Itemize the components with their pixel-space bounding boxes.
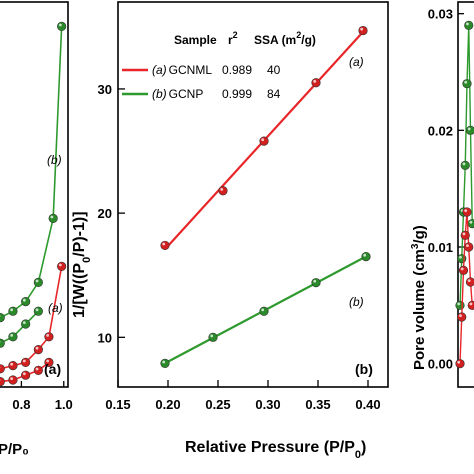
panel-a-series-2-line xyxy=(0,26,63,319)
panel-a-series-0-point-5 xyxy=(57,261,67,272)
legend-r2-gcnp: 0.999 xyxy=(222,87,252,101)
panel-b-bet-plot: 0.15 0.20 0.25 0.30 0.35 0.40 10 20 30 Sample r2… xyxy=(71,1,389,461)
panel-b-xtick-label-4: 0.35 xyxy=(305,397,330,412)
panel-c-series-0-point-6 xyxy=(465,125,474,135)
panel-c-series-1-point-3 xyxy=(460,230,470,240)
panel-c-ytick-label-3: 0.03 xyxy=(428,7,453,22)
panel-a-series-1-point-4 xyxy=(44,357,54,368)
panel-b-label: (b) xyxy=(355,361,373,377)
legend-r2-gcnml: 0.989 xyxy=(222,63,252,77)
legend-row-gcnml: (a) GCNML xyxy=(152,63,212,77)
panel-c-series-0-point-5 xyxy=(464,20,474,30)
panel-a-series-2-point-2 xyxy=(21,297,31,307)
panel-b-legend: Sample r2 SSA (m2/g) (a) GCNML 0.989 40 (… xyxy=(122,30,316,101)
panel-b-series-0-point-4 xyxy=(358,25,368,36)
panel-a-series-0-point-1 xyxy=(8,361,18,371)
panel-c-series-0-point-0 xyxy=(455,300,465,310)
panel-c-pore-volume: 0.00 0.01 0.02 0.03 Pore volume (cm3/g) xyxy=(410,1,474,388)
panel-a-isotherm: 0.8 1.0 (a) (b) (a) P/P₀ xyxy=(0,1,73,458)
panel-b-xtick-label-0: 0.15 xyxy=(105,397,130,412)
panel-a-series-1-point-0 xyxy=(0,377,5,387)
panel-a-series-1-point-1 xyxy=(8,375,18,385)
panel-a-frame xyxy=(0,1,69,388)
legend-ssa-gcnp: 84 xyxy=(267,87,281,101)
legend-header-r2: r2 xyxy=(228,30,238,47)
panel-b-xlabel: Relative Pressure (P/P0) xyxy=(185,439,366,461)
panel-a-series-3-point-1 xyxy=(8,332,18,342)
panel-b-series-1-point-3 xyxy=(311,278,321,288)
panel-a-series-2-point-4 xyxy=(48,213,58,223)
panel-c-ylabel: Pore volume (cm3/g) xyxy=(410,225,428,370)
panel-a-series-b-tag: (b) xyxy=(47,153,62,167)
panel-b-xtick-label-2: 0.25 xyxy=(205,397,230,412)
legend-ssa-gcnml: 40 xyxy=(267,63,281,77)
panel-b-series-0-point-2 xyxy=(259,136,269,146)
panel-a-series-3-point-0 xyxy=(0,338,5,348)
panel-c-series-1-point-2 xyxy=(458,265,469,275)
panel-a-series-a-tag: (a) xyxy=(48,301,63,315)
panel-b-ytick-label-1: 20 xyxy=(98,206,112,221)
panel-c-series-1-line xyxy=(459,211,473,364)
panel-c-series-1-point-4 xyxy=(462,207,472,217)
panel-b-series-0-point-0 xyxy=(160,240,170,251)
panel-b-series-0-point-1 xyxy=(218,186,228,196)
panel-b-series-1-point-0 xyxy=(160,358,170,369)
panel-b-ytick-label-0: 10 xyxy=(98,330,112,345)
panel-c-ytick-label-1: 0.01 xyxy=(428,240,453,255)
panel-a-series-3-point-3 xyxy=(33,306,43,316)
panel-a-series-3-point-2 xyxy=(21,319,31,329)
panel-b-series-1-point-1 xyxy=(208,332,218,342)
panel-b-frame xyxy=(117,1,389,388)
panel-a-label: (a) xyxy=(44,361,61,377)
panel-c-frame xyxy=(457,1,474,388)
panel-b-xtick-label-5: 0.40 xyxy=(355,397,380,412)
panel-c-ytick-label-2: 0.02 xyxy=(428,123,453,138)
panel-b-ylabel: 1/[W((P0/P)-1)] xyxy=(71,211,93,318)
panel-c-series-0-point-3 xyxy=(460,160,470,170)
panel-c-series-0-line xyxy=(459,25,473,306)
panel-c-series-1-point-7 xyxy=(467,300,474,310)
legend-header-ssa: SSA (m2/g) xyxy=(254,30,316,47)
panel-b-series-a-tag: (a) xyxy=(349,55,364,69)
panel-b-series-1-point-4 xyxy=(361,251,371,262)
panel-a-series-1-point-2 xyxy=(21,370,31,380)
panel-b-xtick-label-1: 0.20 xyxy=(155,397,180,412)
panel-a-series-2-point-3 xyxy=(33,277,43,288)
legend-row-gcnp: (b) GCNP xyxy=(152,87,203,101)
panel-a-xlabel: P/P₀ xyxy=(0,441,29,458)
panel-a-series-1-point-3 xyxy=(33,365,43,376)
panel-a-series-0-point-3 xyxy=(33,345,43,355)
panel-b-series-b-tag: (b) xyxy=(349,295,364,309)
panel-b-series-0-point-3 xyxy=(311,78,321,88)
panel-a-series-2-point-5 xyxy=(57,21,67,31)
panel-a-series-0-point-0 xyxy=(0,364,5,374)
panel-a-xtick-label-0: 0.8 xyxy=(12,397,30,412)
panel-c-series-1-point-0 xyxy=(455,359,465,369)
panel-c-series-0-point-7 xyxy=(467,219,474,229)
panel-a-series-0-point-2 xyxy=(21,357,31,368)
panel-a-series-3-line xyxy=(0,310,39,344)
panel-a-series-2-point-0 xyxy=(0,313,5,323)
panel-c-ytick-label-0: 0.00 xyxy=(428,357,453,372)
panel-c-series-1-point-5 xyxy=(464,242,474,252)
panel-b-ytick-label-2: 30 xyxy=(98,82,112,97)
panel-b-series-1-point-2 xyxy=(259,306,269,316)
panel-a-xtick-label-1: 1.0 xyxy=(55,397,73,412)
panel-c-series-1-point-6 xyxy=(465,277,474,287)
panel-c-series-1-point-1 xyxy=(457,312,467,322)
panel-c-series-0-point-4 xyxy=(462,79,472,89)
panel-b-xtick-label-3: 0.30 xyxy=(255,397,280,412)
legend-header-sample: Sample xyxy=(174,33,217,47)
panel-a-series-0-point-4 xyxy=(44,332,54,342)
panel-a-series-2-point-1 xyxy=(8,306,18,316)
